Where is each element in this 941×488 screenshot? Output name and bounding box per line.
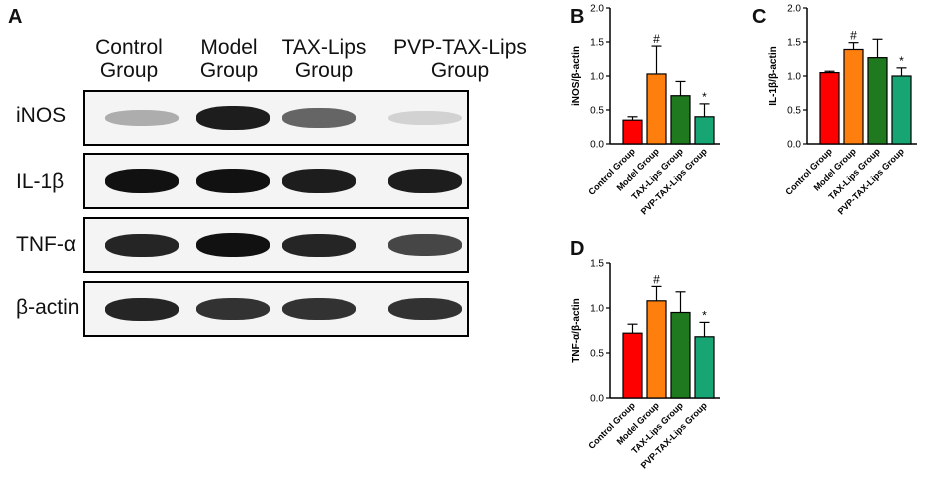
significance-mark: * <box>899 54 904 68</box>
panel-label-c: C <box>752 6 767 28</box>
y-axis-label: IL-1β/β-actin <box>768 46 779 105</box>
blot-header-line: PVP-TAX-Lips <box>393 36 527 59</box>
blot-strip-tnfa <box>83 217 469 273</box>
significance-mark: * <box>702 90 707 104</box>
protein-label-tnfa: TNF-α <box>16 233 76 256</box>
blot-header-line: TAX-Lips <box>281 36 367 59</box>
y-tick-label: 1.0 <box>590 72 604 83</box>
blot-band <box>282 297 356 321</box>
blot-strip-inos <box>83 90 469 146</box>
y-tick-label: 0.0 <box>590 140 604 151</box>
blot-strip-il1b <box>83 153 469 209</box>
blot-header-model: Model Group <box>184 36 274 82</box>
y-tick-label: 0.5 <box>590 106 604 117</box>
y-axis-label: TNF-α/β-actin <box>571 298 582 362</box>
bar <box>646 73 667 145</box>
y-axis-label: iNOS/β-actin <box>571 46 582 106</box>
blot-header-line: Group <box>99 59 159 82</box>
bar <box>694 336 715 399</box>
bar <box>670 311 691 399</box>
protein-label-beta-actin: β-actin <box>16 296 80 319</box>
blot-band <box>105 109 179 127</box>
blot-strip-beta-actin <box>83 281 469 337</box>
blot-header-line: Group <box>294 59 354 82</box>
blot-band <box>105 169 179 193</box>
blot-band <box>196 169 270 193</box>
protein-label-inos: iNOS <box>16 104 67 127</box>
bar <box>670 95 691 145</box>
panel-label-d: D <box>570 238 585 260</box>
y-tick-label: 2.0 <box>787 4 801 15</box>
blot-band <box>282 169 356 193</box>
y-tick-label: 1.5 <box>590 38 604 49</box>
blot-band <box>105 233 179 257</box>
y-tick-label: 0.5 <box>590 349 604 360</box>
blot-header-control: Control Group <box>84 36 174 82</box>
blot-header-line: Control <box>95 36 163 59</box>
y-tick-label: 0.0 <box>590 394 604 405</box>
y-tick-label: 1.0 <box>590 304 604 315</box>
blot-band <box>105 297 179 321</box>
blot-header-tax-lips: TAX-Lips Group <box>272 36 376 82</box>
y-tick-label: 1.0 <box>787 72 801 83</box>
significance-mark: # <box>653 32 660 46</box>
bar <box>819 71 840 145</box>
blot-header-pvp-tax-lips: PVP-TAX-Lips Group <box>381 36 539 82</box>
blot-header-line: Group <box>430 59 490 82</box>
blot-band <box>282 233 356 257</box>
panel-label-a: A <box>8 6 23 28</box>
y-tick-label: 2.0 <box>590 4 604 15</box>
y-tick-label: 0.0 <box>787 140 801 151</box>
protein-label-il1b: IL-1β <box>16 170 65 193</box>
significance-mark: * <box>702 308 707 322</box>
significance-mark: # <box>850 29 857 43</box>
bar <box>622 332 643 399</box>
blot-band <box>196 297 270 321</box>
bar <box>867 57 888 145</box>
significance-mark: # <box>653 272 660 286</box>
blot-band <box>196 106 270 130</box>
bar <box>843 48 864 145</box>
bar <box>646 300 667 399</box>
blot-band <box>388 234 462 256</box>
y-tick-label: 1.5 <box>590 259 604 270</box>
y-tick-label: 0.5 <box>787 106 801 117</box>
bar <box>694 116 715 145</box>
blot-band <box>282 108 356 128</box>
blot-band <box>388 297 462 321</box>
blot-band <box>196 233 270 257</box>
blot-header-line: Model <box>200 36 258 59</box>
panel-label-b: B <box>570 6 585 28</box>
blot-band <box>388 169 462 193</box>
bar <box>622 119 643 145</box>
blot-header-line: Group <box>199 59 259 82</box>
bar <box>891 75 912 145</box>
y-tick-label: 1.5 <box>787 38 801 49</box>
blot-band <box>388 110 462 126</box>
